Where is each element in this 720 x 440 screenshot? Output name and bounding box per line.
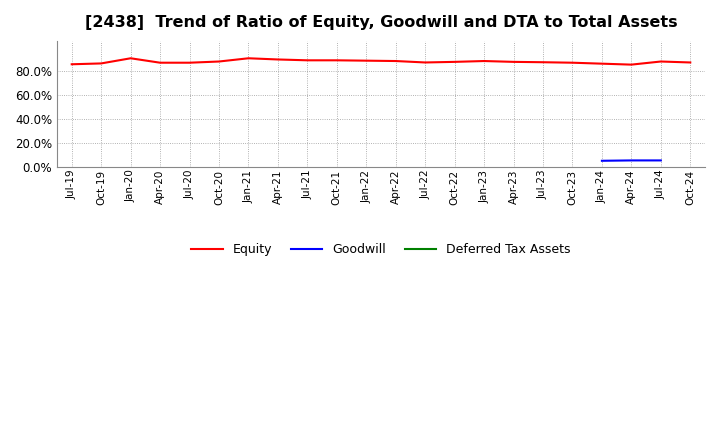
Equity xyxy=(97,61,106,66)
Equity xyxy=(362,58,371,63)
Equity xyxy=(686,60,695,65)
Equity xyxy=(598,61,606,66)
Equity xyxy=(657,59,665,64)
Equity xyxy=(333,58,341,63)
Equity xyxy=(392,59,400,64)
Equity xyxy=(568,60,577,66)
Equity xyxy=(126,55,135,61)
Equity xyxy=(450,59,459,65)
Equity xyxy=(509,59,518,65)
Equity xyxy=(244,55,253,61)
Equity xyxy=(185,60,194,66)
Legend: Equity, Goodwill, Deferred Tax Assets: Equity, Goodwill, Deferred Tax Assets xyxy=(186,238,575,261)
Equity xyxy=(480,59,488,64)
Equity xyxy=(303,58,312,63)
Equity xyxy=(274,57,282,62)
Equity xyxy=(68,62,76,67)
Goodwill xyxy=(598,158,606,163)
Equity xyxy=(539,59,547,65)
Goodwill xyxy=(657,158,665,163)
Title: [2438]  Trend of Ratio of Equity, Goodwill and DTA to Total Assets: [2438] Trend of Ratio of Equity, Goodwil… xyxy=(85,15,678,30)
Equity xyxy=(421,60,430,65)
Equity xyxy=(156,60,164,66)
Goodwill xyxy=(627,158,636,163)
Equity xyxy=(627,62,636,67)
Equity xyxy=(215,59,223,64)
Line: Equity: Equity xyxy=(72,58,690,65)
